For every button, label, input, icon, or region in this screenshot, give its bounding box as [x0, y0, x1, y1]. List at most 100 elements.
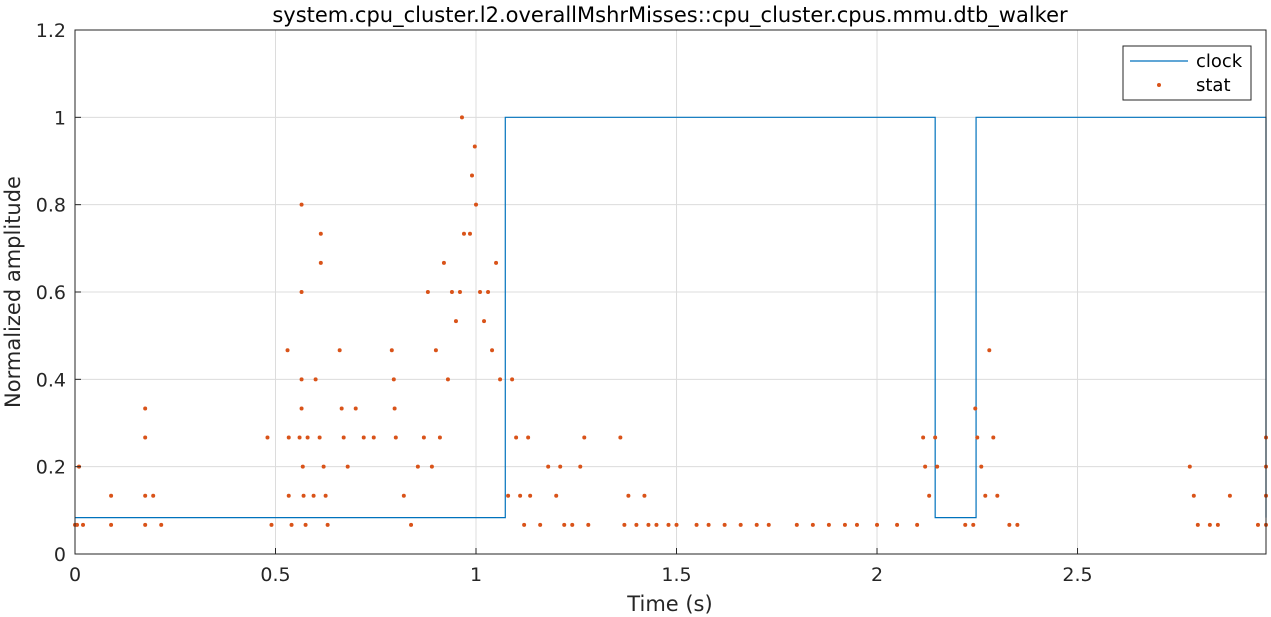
stat-point	[971, 522, 976, 527]
stat-point	[391, 377, 396, 382]
stat-point	[562, 522, 567, 527]
stat-point	[554, 493, 559, 498]
y-tick-label: 1	[54, 107, 66, 129]
stat-point	[754, 522, 759, 527]
stat-point	[81, 522, 86, 527]
stat-point	[973, 406, 978, 411]
stat-point	[393, 435, 398, 440]
stat-point	[109, 522, 114, 527]
stat-point	[875, 522, 880, 527]
stat-point	[75, 522, 80, 527]
stat-point	[490, 348, 495, 353]
stat-point	[618, 435, 623, 440]
stat-point	[323, 493, 328, 498]
stat-point	[810, 522, 815, 527]
stat-point	[854, 522, 859, 527]
stat-point	[299, 406, 304, 411]
stat-point	[339, 406, 344, 411]
stat-point	[1255, 522, 1260, 527]
x-tick-label: 1.5	[661, 564, 691, 586]
stat-point	[478, 290, 483, 294]
stat-point	[341, 435, 346, 440]
stat-point	[766, 522, 771, 527]
stat-point	[514, 435, 519, 440]
x-tick-label: 2	[871, 564, 883, 586]
stat-point	[392, 406, 397, 411]
stat-point	[401, 493, 406, 498]
stat-point	[445, 377, 450, 382]
stat-point	[321, 464, 326, 469]
stat-point	[389, 348, 394, 353]
stat-point	[923, 464, 928, 469]
stat-point	[437, 435, 442, 440]
stat-point	[622, 522, 627, 527]
stat-point	[472, 144, 477, 149]
stat-point	[457, 290, 462, 294]
stat-point	[546, 464, 551, 469]
stat-point	[522, 522, 527, 527]
stat-point	[494, 260, 499, 265]
stat-point	[474, 202, 479, 207]
stat-point	[299, 290, 304, 294]
stat-point	[1215, 522, 1220, 527]
stat-point	[486, 290, 491, 294]
stat-point	[318, 231, 323, 236]
legend-stat-label: stat	[1196, 75, 1231, 96]
x-tick-label: 2.5	[1062, 564, 1092, 586]
x-axis-label: Time (s)	[626, 592, 712, 616]
stat-point	[706, 522, 711, 527]
y-tick-label: 0.4	[36, 369, 66, 391]
stat-point	[1191, 493, 1196, 498]
stat-point	[425, 290, 430, 294]
stat-point	[285, 348, 290, 353]
stat-point	[654, 522, 659, 527]
stat-point	[1007, 522, 1012, 527]
stat-point	[666, 522, 671, 527]
stat-point	[498, 377, 503, 382]
stat-point	[286, 493, 291, 498]
stat-point	[353, 406, 358, 411]
stat-point	[318, 260, 323, 265]
stat-point	[269, 522, 274, 527]
stat-point	[526, 435, 531, 440]
stat-point	[143, 435, 148, 440]
stat-point	[297, 435, 302, 440]
stat-point	[143, 493, 148, 498]
y-tick-label: 0.6	[36, 282, 66, 304]
stat-point	[826, 522, 831, 527]
stat-point	[429, 464, 434, 469]
stat-point	[159, 522, 164, 527]
stat-point	[582, 435, 587, 440]
stat-point	[921, 435, 926, 440]
stat-point	[987, 348, 992, 353]
stat-point	[286, 435, 291, 440]
chart-title: system.cpu_cluster.l2.overallMshrMisses:…	[272, 3, 1068, 28]
stat-point	[441, 260, 446, 265]
clock-series	[75, 116, 1267, 519]
legend-stat-swatch	[1157, 83, 1161, 87]
stat-point	[299, 377, 304, 382]
stat-point	[337, 348, 342, 353]
stat-point	[646, 522, 651, 527]
stat-point	[694, 522, 699, 527]
stat-point	[578, 464, 583, 469]
stat-series	[73, 115, 1268, 527]
stat-point	[895, 522, 900, 527]
x-tick-label: 1	[470, 564, 482, 586]
stat-point	[305, 435, 310, 440]
stat-point	[842, 522, 847, 527]
stat-point	[482, 319, 487, 324]
stat-point	[461, 231, 466, 236]
y-tick-label: 0.8	[36, 195, 66, 217]
stat-point	[570, 522, 575, 527]
stat-point	[586, 522, 591, 527]
stat-point	[995, 493, 1000, 498]
legend-box	[1122, 45, 1252, 101]
stat-point	[317, 435, 322, 440]
stat-point	[1207, 522, 1212, 527]
stat-point	[983, 493, 988, 498]
stat-point	[979, 464, 984, 469]
stat-point	[415, 464, 420, 469]
stat-point	[109, 493, 114, 498]
